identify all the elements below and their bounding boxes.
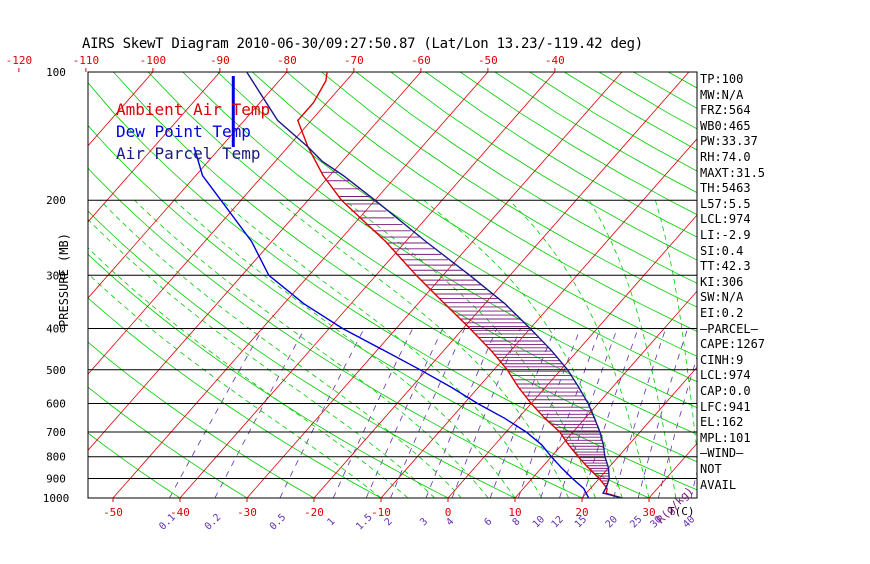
isotherm-line xyxy=(850,72,870,498)
legend-parcel: Air Parcel Temp xyxy=(116,144,261,163)
dry-adiabat-line xyxy=(495,72,870,498)
index-item: NOT xyxy=(700,462,722,476)
moist-adiabat-line xyxy=(655,200,702,498)
dry-adiabat-line xyxy=(183,72,870,498)
temp-tick-label-top: -80 xyxy=(277,54,297,67)
dry-adiabat-line xyxy=(426,72,870,498)
temp-tick-label-bottom: 20 xyxy=(575,506,588,519)
index-item: MAXT:31.5 xyxy=(700,166,765,180)
index-item: LI:-2.9 xyxy=(700,228,751,242)
temp-tick-label-top: -60 xyxy=(411,54,431,67)
temp-tick-label-bottom: -30 xyxy=(237,506,257,519)
isotherm-line xyxy=(0,72,86,498)
index-item: KI:306 xyxy=(700,275,743,289)
y-axis-label: PRESSURE (MB) xyxy=(57,233,71,327)
index-item: TP:100 xyxy=(700,72,743,86)
mixing-ratio-label: 3 xyxy=(418,516,430,528)
pressure-tick-label: 900 xyxy=(46,473,66,486)
index-item: TH:5463 xyxy=(700,181,751,195)
pressure-tick-label: 800 xyxy=(46,451,66,464)
isotherm-line xyxy=(314,72,689,498)
mixing-ratio-label: 12 xyxy=(550,514,566,530)
moist-adiabat-line xyxy=(100,200,461,498)
temp-tick-label-top: -120 xyxy=(6,54,33,67)
chart-title: AIRS SkewT Diagram 2010-06-30/09:27:50.8… xyxy=(82,36,643,52)
temp-tick-label-bottom: 10 xyxy=(508,506,521,519)
index-item: —PARCEL— xyxy=(700,322,758,336)
temp-tick-label-top: -40 xyxy=(545,54,565,67)
mixing-ratio-label: 20 xyxy=(604,514,620,530)
index-item: PW:33.37 xyxy=(700,134,758,148)
pressure-tick-label: 600 xyxy=(46,397,66,410)
temp-tick-label-bottom: -50 xyxy=(103,506,123,519)
temp-tick-label-bottom: -10 xyxy=(371,506,391,519)
index-item: LCL:974 xyxy=(700,212,751,226)
pressure-tick-label: 200 xyxy=(46,194,66,207)
mixing-ratio-label: 1 xyxy=(325,516,337,528)
index-item: SW:N/A xyxy=(700,290,743,304)
temp-tick-label-top: -100 xyxy=(140,54,167,67)
mixing-ratio-label: 0.2 xyxy=(203,512,224,533)
legend-ambient: Ambient Air Temp xyxy=(116,100,270,119)
moist-adiabat-line xyxy=(175,200,516,498)
isotherm-line xyxy=(649,72,870,498)
mixing-ratio-line xyxy=(638,329,688,499)
temp-tick-label-top: -110 xyxy=(73,54,100,67)
temp-tick-label-bottom: 0 xyxy=(445,506,452,519)
moist-adiabat-line xyxy=(18,200,381,498)
temp-tick-label-bottom: -40 xyxy=(170,506,190,519)
index-item: LCL:974 xyxy=(700,368,751,382)
index-item: CINH:9 xyxy=(700,353,743,367)
mixing-ratio-line xyxy=(215,329,305,499)
temp-tick-label-top: -90 xyxy=(210,54,230,67)
mixing-ratio-label: 0.5 xyxy=(268,512,289,533)
isotherm-line xyxy=(0,72,19,498)
legend-dewpoint: Dew Point Temp xyxy=(116,122,251,141)
dry-adiabat-line xyxy=(668,72,870,498)
index-item: MW:N/A xyxy=(700,88,743,102)
index-item: WB0:465 xyxy=(700,119,751,133)
index-item: FRZ:564 xyxy=(700,103,751,117)
index-item: L57:5.5 xyxy=(700,197,751,211)
index-item: CAP:0.0 xyxy=(700,384,751,398)
index-item: AVAIL xyxy=(700,478,736,492)
temp-tick-label-top: -70 xyxy=(344,54,364,67)
pressure-tick-label: 500 xyxy=(46,364,66,377)
series-line xyxy=(194,147,589,498)
isotherm-line xyxy=(783,72,870,498)
index-item: EI:0.2 xyxy=(700,306,743,320)
index-item: EL:162 xyxy=(700,415,743,429)
pressure-tick-label: 100 xyxy=(46,66,66,79)
moist-adiabat-line xyxy=(589,200,676,498)
temp-tick-label-top: -50 xyxy=(478,54,498,67)
index-item: TT:42.3 xyxy=(700,259,751,273)
mixing-ratio-label: 6 xyxy=(483,516,495,528)
pressure-tick-label: 700 xyxy=(46,426,66,439)
temp-tick-label-bottom: -20 xyxy=(304,506,324,519)
mixing-ratio-label: 10 xyxy=(531,514,547,530)
index-item: SI:0.4 xyxy=(700,244,743,258)
mixing-ratio-line xyxy=(658,329,705,499)
index-item: MPL:101 xyxy=(700,431,751,445)
index-item: —WIND— xyxy=(700,446,743,460)
index-item: RH:74.0 xyxy=(700,150,751,164)
pressure-tick-label: 1000 xyxy=(43,492,70,505)
index-item: CAPE:1267 xyxy=(700,337,765,351)
moist-adiabat-line xyxy=(70,200,435,498)
mixing-ratio-line xyxy=(391,329,465,499)
index-item: LFC:941 xyxy=(700,400,751,414)
